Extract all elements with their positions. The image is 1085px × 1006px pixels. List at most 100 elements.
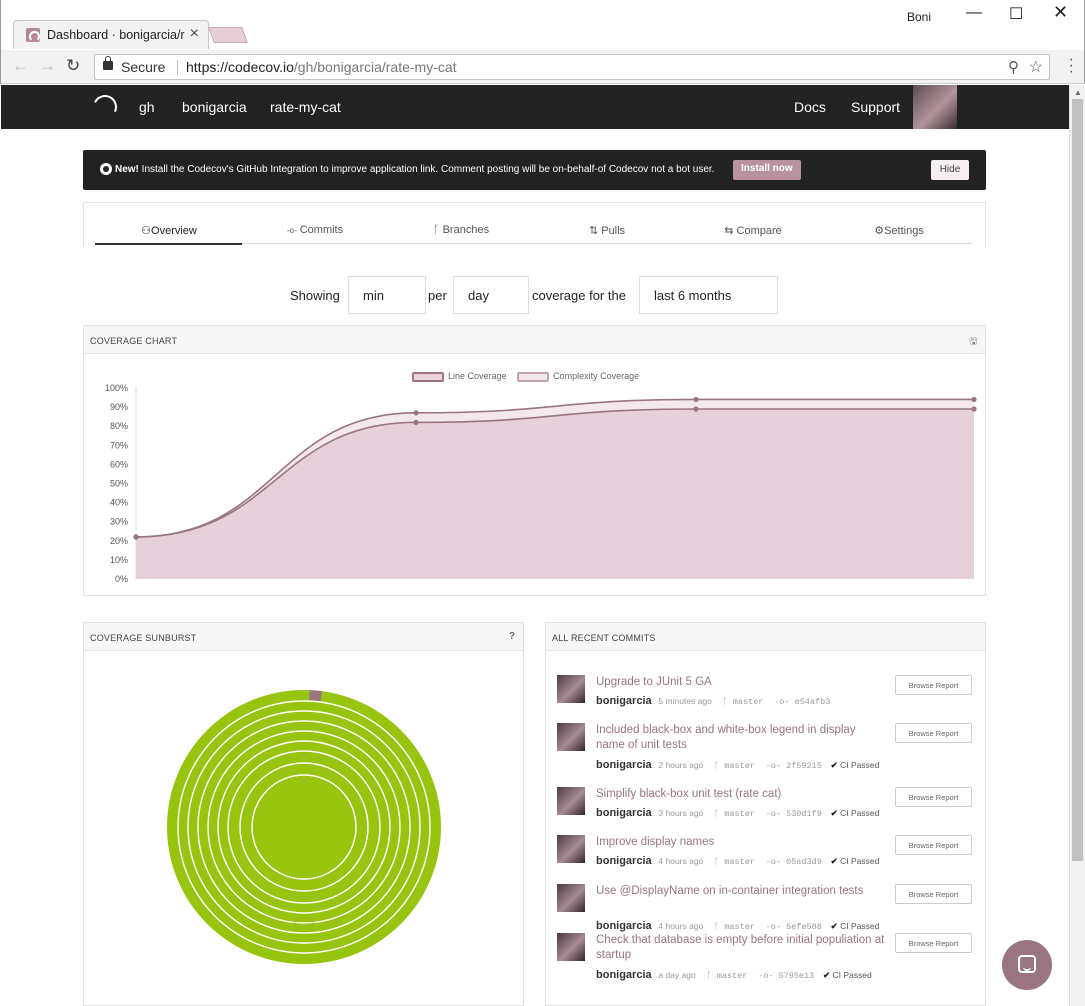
browse-report-button[interactable]: Browse Report — [895, 787, 972, 807]
chat-widget-button[interactable] — [1002, 940, 1052, 990]
check-icon: ✔ — [830, 856, 841, 866]
legend-line-coverage[interactable]: Line Coverage — [412, 371, 507, 382]
y-tick-label: 20% — [110, 536, 128, 546]
forward-icon[interactable]: → — [39, 56, 56, 75]
tab-pulls[interactable]: ⇅ Pulls — [588, 225, 626, 237]
commit-branch[interactable]: ᚴ master — [714, 922, 755, 932]
coverage-sunburst-panel: COVERAGE SUNBURST ? — [83, 622, 524, 1006]
bookmark-star-icon[interactable]: ☆ — [1028, 59, 1043, 76]
back-icon[interactable]: ← — [12, 56, 29, 75]
browse-report-button[interactable]: Browse Report — [895, 675, 972, 695]
y-tick-label: 60% — [110, 459, 128, 469]
user-avatar[interactable] — [913, 85, 957, 129]
y-tick-label: 90% — [110, 402, 128, 412]
data-point[interactable] — [971, 396, 977, 403]
browse-report-button[interactable]: Browse Report — [895, 933, 972, 953]
tab-compare[interactable]: ⇆ Compare — [724, 225, 782, 237]
interval-select[interactable]: day — [453, 276, 529, 314]
top-navbar: gh bonigarcia rate-my-cat Docs Support — [1, 85, 1069, 129]
commit-branch[interactable]: ᚴ master — [714, 809, 755, 819]
commit-sha[interactable]: -o- 530d1f9 — [765, 809, 822, 819]
commit-branch[interactable]: ᚴ master — [706, 971, 748, 981]
save-icon[interactable]: 🖫 — [969, 336, 977, 346]
commit-author-avatar[interactable] — [557, 675, 585, 703]
legend-complexity-coverage[interactable]: Complexity Coverage — [517, 371, 639, 382]
tab-overview[interactable]: ⚇Overview — [141, 225, 197, 237]
commit-author[interactable]: bonigarcia — [596, 855, 652, 867]
scroll-up-icon[interactable]: ▲ — [1074, 88, 1082, 97]
branch-icon: ᚴ — [722, 697, 733, 707]
commit-author[interactable]: bonigarcia — [596, 695, 652, 707]
commit-sha[interactable]: -o- 5795e13 — [758, 971, 815, 981]
commit-sha[interactable]: -o- 05ad3d9 — [765, 857, 822, 867]
new-tab-button[interactable] — [208, 27, 248, 43]
commit-branch[interactable]: ᚴ master — [714, 857, 755, 867]
codecov-logo-icon[interactable] — [89, 91, 121, 123]
scrollbar-thumb[interactable] — [1072, 99, 1083, 861]
commit-title[interactable]: Simplify black-box unit test (rate cat) — [596, 788, 782, 800]
sunburst-partial-segment[interactable] — [309, 690, 322, 702]
range-select[interactable]: last 6 months — [639, 276, 778, 314]
data-point[interactable] — [413, 410, 419, 416]
coverage-sunburst-chart[interactable] — [84, 651, 525, 1006]
data-point[interactable] — [413, 419, 419, 425]
help-icon[interactable]: ? — [508, 631, 515, 642]
docs-link[interactable]: Docs — [794, 99, 826, 115]
minimize-icon[interactable]: — — [966, 4, 982, 21]
browse-report-button[interactable]: Browse Report — [895, 835, 972, 855]
address-bar[interactable]: Secure https://codecov.io/gh/bonigarcia/… — [94, 54, 1050, 80]
data-point[interactable] — [693, 406, 699, 412]
browse-report-button[interactable]: Browse Report — [895, 723, 972, 743]
commit-branch[interactable]: ᚴ master — [714, 761, 755, 771]
browser-menu-icon[interactable]: · · · — [1068, 51, 1074, 80]
commit-sha[interactable]: -o- e54afb3 — [774, 697, 831, 707]
data-point[interactable] — [971, 406, 977, 412]
coverage-for-label: coverage for the — [532, 288, 626, 303]
dashboard-icon: ⚇ — [141, 225, 152, 237]
maximize-icon[interactable]: ☐ — [1009, 6, 1024, 23]
close-window-icon[interactable]: ✕ — [1053, 2, 1069, 22]
data-point[interactable] — [133, 534, 139, 540]
legend-swatch-complexity — [517, 371, 550, 382]
url-text: https://codecov.io/gh/bonigarcia/rate-my… — [186, 59, 457, 75]
install-now-button[interactable]: Install now — [733, 160, 801, 180]
tabs-divider — [95, 243, 973, 244]
reload-icon[interactable]: ↻ — [66, 56, 81, 75]
browse-report-button[interactable]: Browse Report — [895, 884, 972, 904]
aggregate-select[interactable]: min — [348, 276, 426, 314]
data-point[interactable] — [693, 396, 699, 403]
tab-settings[interactable]: ⚙Settings — [874, 225, 924, 237]
url-host: https://codecov.io — [186, 59, 294, 75]
sunburst-ring[interactable] — [251, 774, 357, 880]
commit-author[interactable]: bonigarcia — [596, 920, 652, 932]
close-tab-icon[interactable]: × — [189, 25, 199, 42]
page-scrollbar[interactable]: ▲ — [1069, 85, 1085, 1006]
browser-tab[interactable]: Dashboard · bonigarcia/r × — [13, 20, 209, 49]
zoom-icon[interactable]: ⚲ — [1008, 59, 1019, 76]
commit-title[interactable]: Included black-box and white-box legend … — [596, 724, 856, 751]
commit-author-avatar[interactable] — [557, 787, 585, 815]
commit-sha[interactable]: -o- 2f59215 — [765, 761, 822, 771]
commit-author[interactable]: bonigarcia — [596, 969, 652, 981]
commit-title[interactable]: Upgrade to JUnit 5 GA — [596, 676, 712, 688]
tab-branches[interactable]: ᚴ Branches — [432, 224, 490, 236]
commit-title[interactable]: Improve display names — [596, 836, 715, 848]
crumb-owner[interactable]: bonigarcia — [182, 99, 247, 115]
tab-commits[interactable]: -o- Commits — [286, 224, 344, 236]
crumb-repo[interactable]: rate-my-cat — [270, 99, 341, 115]
browser-user-name[interactable]: Boni — [907, 10, 932, 24]
commit-sha[interactable]: -o- 5efe588 — [765, 922, 822, 932]
hide-banner-button[interactable]: Hide — [931, 160, 969, 180]
commit-author-avatar[interactable] — [557, 933, 585, 961]
support-link[interactable]: Support — [851, 99, 901, 115]
commit-author[interactable]: bonigarcia — [596, 807, 652, 819]
commit-title[interactable]: Use @DisplayName on in-container integra… — [596, 885, 864, 897]
commit-author[interactable]: bonigarcia — [596, 759, 652, 771]
commit-author-avatar[interactable] — [557, 884, 585, 912]
commit-author-avatar[interactable] — [557, 835, 585, 863]
commit-author-avatar[interactable] — [557, 723, 585, 751]
crumb-gh[interactable]: gh — [139, 99, 155, 115]
commit-branch[interactable]: ᚴ master — [722, 697, 764, 707]
commit-title[interactable]: Check that database is empty before init… — [596, 934, 885, 961]
check-icon: ✔ — [823, 970, 833, 980]
